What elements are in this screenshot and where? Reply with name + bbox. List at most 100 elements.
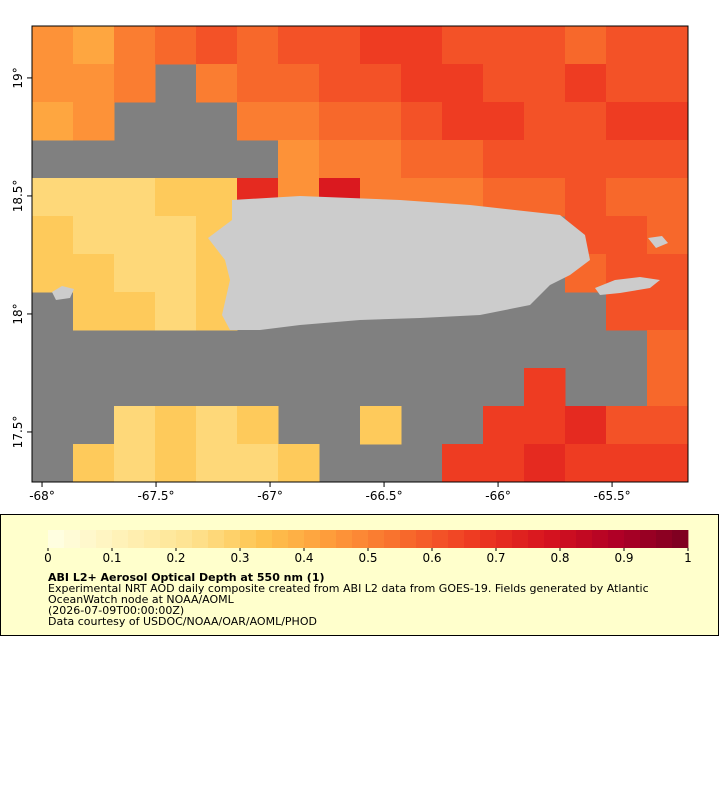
aod-cell xyxy=(442,444,484,483)
legend-line: Experimental NRT AOD daily composite cre… xyxy=(48,582,649,595)
legend-line: Data courtesy of USDOC/NOAA/OAR/AOML/PHO… xyxy=(48,615,317,628)
x-tick-label: -68° xyxy=(29,489,55,503)
aod-cell xyxy=(319,26,361,65)
aod-cell xyxy=(360,140,402,179)
aod-cell xyxy=(196,406,238,445)
aod-cell xyxy=(524,368,566,407)
aod-cell xyxy=(360,64,402,103)
aod-cell xyxy=(155,178,197,217)
colorbar-step xyxy=(208,530,225,548)
aod-cell xyxy=(606,444,648,483)
aod-cell xyxy=(196,64,238,103)
aod-cell xyxy=(73,26,115,65)
colorbar-step xyxy=(304,530,321,548)
aod-cell xyxy=(401,102,443,141)
mona xyxy=(52,286,74,300)
aod-cell xyxy=(483,102,525,141)
aod-cell xyxy=(278,64,320,103)
aod-cell xyxy=(483,140,525,179)
colorbar-tick-label: 0.1 xyxy=(102,551,121,565)
aod-cell xyxy=(73,216,115,255)
aod-cell xyxy=(524,444,566,483)
colorbar-step xyxy=(160,530,177,548)
y-tick-label: 18° xyxy=(11,303,25,324)
aod-cell xyxy=(32,102,74,141)
aod-cell xyxy=(606,102,648,141)
colorbar-step xyxy=(256,530,273,548)
vieques xyxy=(595,277,660,295)
colorbar-step xyxy=(464,530,481,548)
colorbar-tick-label: 0 xyxy=(44,551,52,565)
aod-cell xyxy=(114,216,156,255)
y-tick-label: 17.5° xyxy=(11,416,25,449)
aod-cell xyxy=(483,64,525,103)
colorbar-step xyxy=(224,530,241,548)
aod-cell xyxy=(114,254,156,293)
land xyxy=(52,196,668,330)
aod-cell xyxy=(73,254,115,293)
aod-cell xyxy=(606,292,648,331)
aod-cell xyxy=(73,102,115,141)
aod-cell xyxy=(565,102,607,141)
aod-cell xyxy=(647,254,689,293)
aod-cell xyxy=(483,26,525,65)
aod-cell xyxy=(319,64,361,103)
aod-cell xyxy=(73,292,115,331)
aod-cell xyxy=(114,292,156,331)
colorbar-step xyxy=(144,530,161,548)
colorbar-tick-label: 0.7 xyxy=(486,551,505,565)
colorbar-step xyxy=(112,530,129,548)
colorbar-step xyxy=(656,530,673,548)
colorbar-step xyxy=(336,530,353,548)
colorbar-tick-label: 0.2 xyxy=(166,551,185,565)
aod-cell xyxy=(32,254,74,293)
colorbar-tick-label: 0.9 xyxy=(614,551,633,565)
aod-cell xyxy=(647,444,689,483)
aod-cell xyxy=(278,444,320,483)
legend-title: ABI L2+ Aerosol Optical Depth at 550 nm … xyxy=(48,571,325,584)
aod-cell xyxy=(32,26,74,65)
aod-cell xyxy=(114,406,156,445)
colorbar-step xyxy=(560,530,577,548)
aod-cell xyxy=(114,178,156,217)
aod-cell xyxy=(647,368,689,407)
colorbar-step xyxy=(48,530,65,548)
aod-cell xyxy=(524,26,566,65)
aod-cell xyxy=(319,102,361,141)
aod-cell xyxy=(565,140,607,179)
aod-cell xyxy=(196,26,238,65)
colorbar-step xyxy=(640,530,657,548)
aod-cell xyxy=(237,64,279,103)
aod-cell xyxy=(32,64,74,103)
aod-cell xyxy=(114,26,156,65)
colorbar-step xyxy=(672,530,689,548)
aod-cell xyxy=(606,26,648,65)
aod-cell xyxy=(278,140,320,179)
aod-cell xyxy=(73,178,115,217)
colorbar-step xyxy=(512,530,529,548)
colorbar-step xyxy=(624,530,641,548)
legend-line: OceanWatch node at NOAA/AOML xyxy=(48,593,235,606)
x-tick-label: -67° xyxy=(257,489,283,503)
aod-cell xyxy=(647,26,689,65)
aod-cell xyxy=(155,406,197,445)
aod-cell xyxy=(360,406,402,445)
colorbar-step xyxy=(416,530,433,548)
aod-cell xyxy=(155,254,197,293)
colorbar-step xyxy=(592,530,609,548)
aod-cell xyxy=(442,102,484,141)
aod-cell xyxy=(114,64,156,103)
colorbar-tick-label: 0.5 xyxy=(358,551,377,565)
aod-cell xyxy=(401,64,443,103)
colorbar-step xyxy=(400,530,417,548)
aod-cell xyxy=(483,406,525,445)
aod-cell xyxy=(565,178,607,217)
aod-cell xyxy=(155,216,197,255)
aod-cell xyxy=(606,178,648,217)
aod-cell xyxy=(647,330,689,369)
aod-cell xyxy=(360,26,402,65)
aod-cell xyxy=(565,444,607,483)
aod-cell xyxy=(565,26,607,65)
aod-cell xyxy=(401,26,443,65)
